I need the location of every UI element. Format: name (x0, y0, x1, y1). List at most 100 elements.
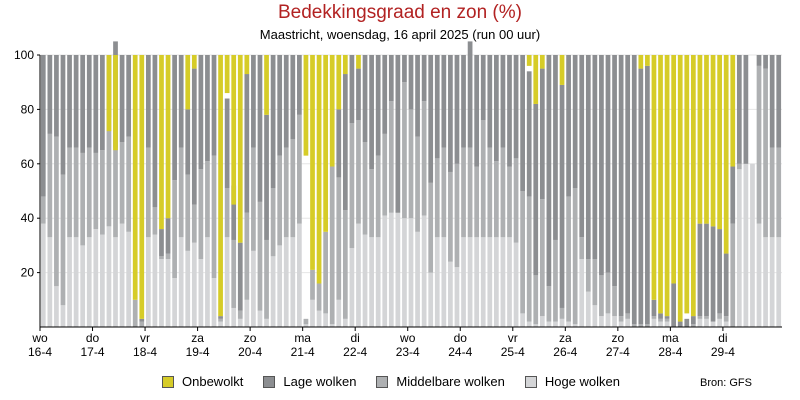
low-cloud-bar (369, 55, 374, 170)
sun-bar (185, 55, 191, 110)
low-cloud-bar (671, 283, 677, 327)
low-cloud-bar (769, 55, 775, 148)
mid-cloud-bar (546, 286, 552, 322)
low-cloud-bar (40, 55, 46, 197)
high-cloud-bar (579, 259, 585, 327)
high-cloud-bar (658, 321, 663, 327)
high-cloud-bar (736, 169, 742, 327)
high-cloud-bar (776, 237, 782, 327)
legend-swatch-high (524, 375, 537, 388)
high-cloud-bar (428, 272, 434, 327)
mid-cloud-bar (342, 210, 348, 319)
high-cloud-bar (198, 259, 204, 327)
low-cloud-bar (172, 55, 177, 181)
mid-cloud-bar (559, 307, 565, 319)
mid-cloud-bar (297, 114, 302, 224)
mid-cloud-bar (211, 155, 217, 279)
mid-cloud-bar (592, 259, 598, 306)
mid-cloud-bar (283, 147, 289, 238)
mid-cloud-bar (520, 191, 525, 314)
low-cloud-bar (618, 55, 624, 317)
high-cloud-bar (277, 245, 283, 327)
y-tick-label: 80 (21, 102, 35, 116)
high-cloud-bar (73, 237, 79, 327)
mid-cloud-bar (480, 120, 486, 238)
mid-cloud-bar (303, 318, 309, 325)
high-cloud-bar (303, 324, 309, 327)
low-cloud-bar (165, 218, 171, 254)
x-tick-day-label: za (191, 331, 204, 345)
low-cloud-bar (178, 55, 184, 148)
mid-cloud-bar (264, 239, 269, 319)
mid-cloud-bar (500, 147, 506, 238)
mid-cloud-bar (645, 324, 650, 327)
low-cloud-bar (283, 55, 289, 148)
chart-title: Bedekkingsgraad en zon (%) (278, 2, 522, 23)
sun-bar (356, 55, 361, 69)
x-tick-day-label: ma (294, 331, 311, 345)
sun-bar (329, 55, 335, 167)
high-cloud-bar (264, 318, 269, 327)
high-cloud-bar (251, 250, 256, 327)
low-cloud-bar (599, 55, 604, 276)
high-cloud-bar (750, 163, 755, 327)
legend-label-sun: Onbewolkt (182, 374, 244, 389)
high-cloud-bar (402, 218, 407, 327)
low-cloud-bar (710, 226, 716, 322)
sun-bar (165, 55, 171, 219)
low-cloud-bar (448, 55, 453, 172)
mid-cloud-bar (487, 147, 493, 238)
mid-cloud-bar (93, 152, 99, 230)
low-cloud-bar (362, 55, 368, 143)
high-cloud-bar (165, 259, 171, 327)
high-cloud-bar (408, 218, 414, 327)
high-cloud-bar (448, 261, 453, 327)
high-cloud-bar (539, 316, 545, 327)
high-cloud-bar (80, 245, 86, 327)
mid-cloud-bar (349, 123, 355, 249)
mid-cloud-bar (316, 283, 322, 311)
high-cloud-bar (704, 318, 709, 327)
sun-bar (677, 55, 683, 322)
x-tick-date-label: 22-4 (343, 345, 367, 359)
high-cloud-bar (369, 237, 374, 327)
low-cloud-bar (539, 68, 545, 200)
high-cloud-bar (316, 310, 322, 327)
mid-cloud-bar (172, 180, 177, 279)
low-cloud-bar (231, 185, 237, 240)
chart-subtitle: Maastricht, woensdag, 16 april 2025 (run… (259, 27, 541, 42)
low-cloud-bar (119, 55, 125, 143)
x-tick-day-label: di (718, 331, 727, 345)
high-cloud-bar (507, 237, 512, 327)
mid-cloud-bar (290, 139, 296, 238)
sun-bar (336, 55, 342, 110)
low-cloud-bar (763, 55, 768, 69)
high-cloud-bar (211, 278, 217, 327)
mid-cloud-bar (106, 117, 112, 227)
mid-cloud-bar (507, 166, 512, 238)
low-cloud-bar (237, 242, 243, 311)
sun-bar (559, 55, 565, 85)
high-cloud-bar (572, 324, 578, 327)
legend-item-mid: Middelbare wolken (376, 374, 505, 389)
high-cloud-bar (375, 237, 381, 327)
low-cloud-bar (86, 55, 92, 148)
low-cloud-bar (684, 318, 690, 327)
high-cloud-bar (559, 318, 565, 327)
low-cloud-bar (513, 55, 519, 159)
high-cloud-bar (86, 237, 92, 327)
high-cloud-bar (349, 248, 355, 327)
mid-cloud-bar (178, 147, 184, 238)
high-cloud-bar (224, 237, 230, 327)
mid-cloud-bar (717, 313, 722, 319)
y-tick-label: 60 (21, 157, 35, 171)
mid-cloud-bar (402, 82, 407, 219)
mid-cloud-bar (145, 147, 151, 238)
low-cloud-bar (356, 68, 361, 121)
mid-cloud-bar (612, 286, 617, 317)
x-tick-date-label: 24-4 (448, 345, 472, 359)
mid-cloud-bar (579, 237, 585, 259)
high-cloud-bar (493, 237, 499, 327)
high-cloud-bar (191, 242, 197, 327)
